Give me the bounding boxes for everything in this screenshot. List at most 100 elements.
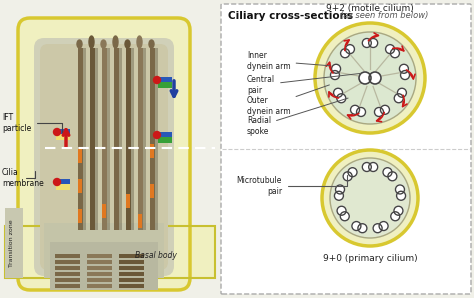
Circle shape	[385, 45, 394, 54]
Circle shape	[348, 168, 357, 177]
Bar	[87, 278, 112, 282]
Circle shape	[356, 108, 365, 117]
Bar	[93, 48, 98, 230]
FancyBboxPatch shape	[34, 38, 174, 276]
Bar	[138, 48, 143, 230]
Circle shape	[362, 162, 371, 172]
Ellipse shape	[125, 40, 130, 48]
Circle shape	[343, 172, 352, 181]
Text: IFT
particle: IFT particle	[2, 113, 62, 133]
Circle shape	[394, 94, 403, 103]
Bar	[50, 242, 158, 290]
Bar	[158, 82, 172, 88]
Bar	[55, 272, 80, 276]
Bar	[55, 266, 80, 270]
Circle shape	[322, 150, 418, 246]
Bar	[119, 278, 144, 282]
Circle shape	[330, 158, 410, 238]
Bar	[55, 260, 80, 264]
Circle shape	[383, 168, 392, 177]
Bar	[119, 284, 144, 288]
Bar	[119, 266, 144, 270]
Bar	[150, 144, 154, 158]
Bar	[87, 284, 112, 288]
Circle shape	[369, 72, 381, 84]
Ellipse shape	[89, 36, 94, 48]
Bar	[102, 204, 106, 218]
Text: Microtubule
pair: Microtubule pair	[237, 175, 347, 196]
Circle shape	[335, 191, 344, 200]
Bar	[87, 266, 112, 270]
Circle shape	[395, 185, 404, 194]
Circle shape	[336, 185, 345, 194]
FancyBboxPatch shape	[40, 44, 168, 270]
Circle shape	[324, 32, 416, 124]
Bar	[5, 226, 215, 278]
Circle shape	[350, 105, 359, 114]
Bar	[158, 77, 172, 83]
Circle shape	[154, 131, 161, 139]
Bar	[158, 132, 172, 138]
Circle shape	[394, 206, 403, 215]
Circle shape	[340, 212, 349, 221]
Circle shape	[381, 105, 390, 114]
Bar	[119, 260, 144, 264]
Ellipse shape	[113, 36, 118, 48]
Bar	[44, 223, 164, 278]
Circle shape	[369, 162, 378, 172]
Circle shape	[315, 23, 425, 133]
Bar	[87, 254, 112, 258]
Bar	[56, 129, 70, 135]
Bar	[56, 179, 70, 185]
Circle shape	[401, 71, 410, 80]
FancyBboxPatch shape	[221, 4, 471, 294]
Bar	[55, 278, 80, 282]
FancyBboxPatch shape	[18, 18, 190, 290]
Bar	[56, 134, 70, 140]
Circle shape	[369, 38, 378, 47]
Bar	[129, 48, 134, 230]
Text: Basal body: Basal body	[135, 252, 177, 260]
Text: Central
pair: Central pair	[247, 73, 361, 95]
Text: 9+2 (motile cilium): 9+2 (motile cilium)	[326, 4, 414, 13]
Bar	[126, 48, 131, 230]
Bar	[78, 48, 83, 230]
Bar	[126, 194, 130, 208]
Circle shape	[379, 221, 388, 231]
Circle shape	[337, 206, 346, 215]
Bar	[102, 48, 107, 230]
Circle shape	[397, 88, 406, 97]
Circle shape	[346, 45, 355, 54]
Circle shape	[332, 64, 341, 73]
Bar	[90, 48, 95, 230]
Bar	[81, 48, 86, 230]
Bar	[5, 208, 23, 278]
Bar	[141, 48, 146, 230]
Circle shape	[54, 128, 61, 136]
Text: (as seen from below): (as seen from below)	[340, 11, 428, 20]
Circle shape	[359, 72, 371, 84]
Text: Radial
spoke: Radial spoke	[247, 98, 348, 136]
Bar	[87, 272, 112, 276]
Bar	[119, 272, 144, 276]
Circle shape	[340, 49, 349, 58]
Bar	[87, 260, 112, 264]
Bar	[5, 226, 215, 278]
Bar	[105, 48, 110, 230]
Bar	[78, 209, 82, 223]
Bar	[78, 149, 82, 163]
Bar	[55, 284, 80, 288]
Text: Inner
dynein arm: Inner dynein arm	[247, 51, 330, 71]
Bar	[55, 254, 80, 258]
Circle shape	[400, 64, 409, 73]
Circle shape	[391, 212, 400, 221]
Text: Cilia
membrane: Cilia membrane	[2, 168, 44, 188]
Circle shape	[397, 191, 406, 200]
Circle shape	[358, 224, 367, 233]
Text: Outer
dynein arm: Outer dynein arm	[247, 85, 329, 116]
Bar	[153, 48, 158, 230]
Circle shape	[54, 179, 61, 185]
Ellipse shape	[149, 40, 154, 48]
Circle shape	[374, 108, 383, 117]
Bar	[150, 184, 154, 198]
